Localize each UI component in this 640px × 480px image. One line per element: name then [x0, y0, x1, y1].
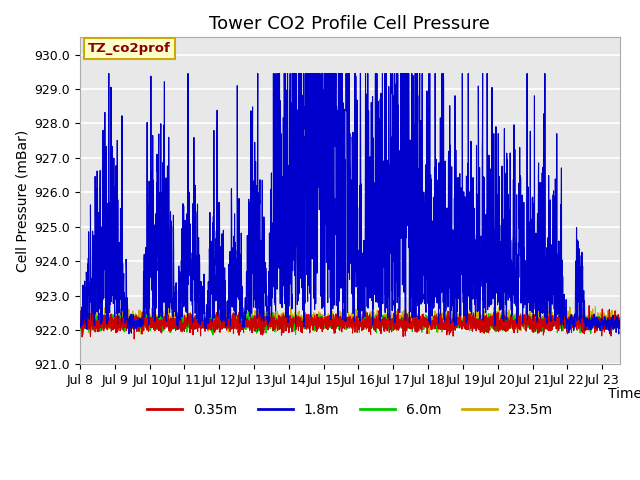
- Text: TZ_co2prof: TZ_co2prof: [88, 42, 171, 55]
- Legend: 0.35m, 1.8m, 6.0m, 23.5m: 0.35m, 1.8m, 6.0m, 23.5m: [141, 398, 558, 423]
- X-axis label: Time: Time: [608, 387, 640, 401]
- Title: Tower CO2 Profile Cell Pressure: Tower CO2 Profile Cell Pressure: [209, 15, 490, 33]
- Y-axis label: Cell Pressure (mBar): Cell Pressure (mBar): [15, 130, 29, 272]
